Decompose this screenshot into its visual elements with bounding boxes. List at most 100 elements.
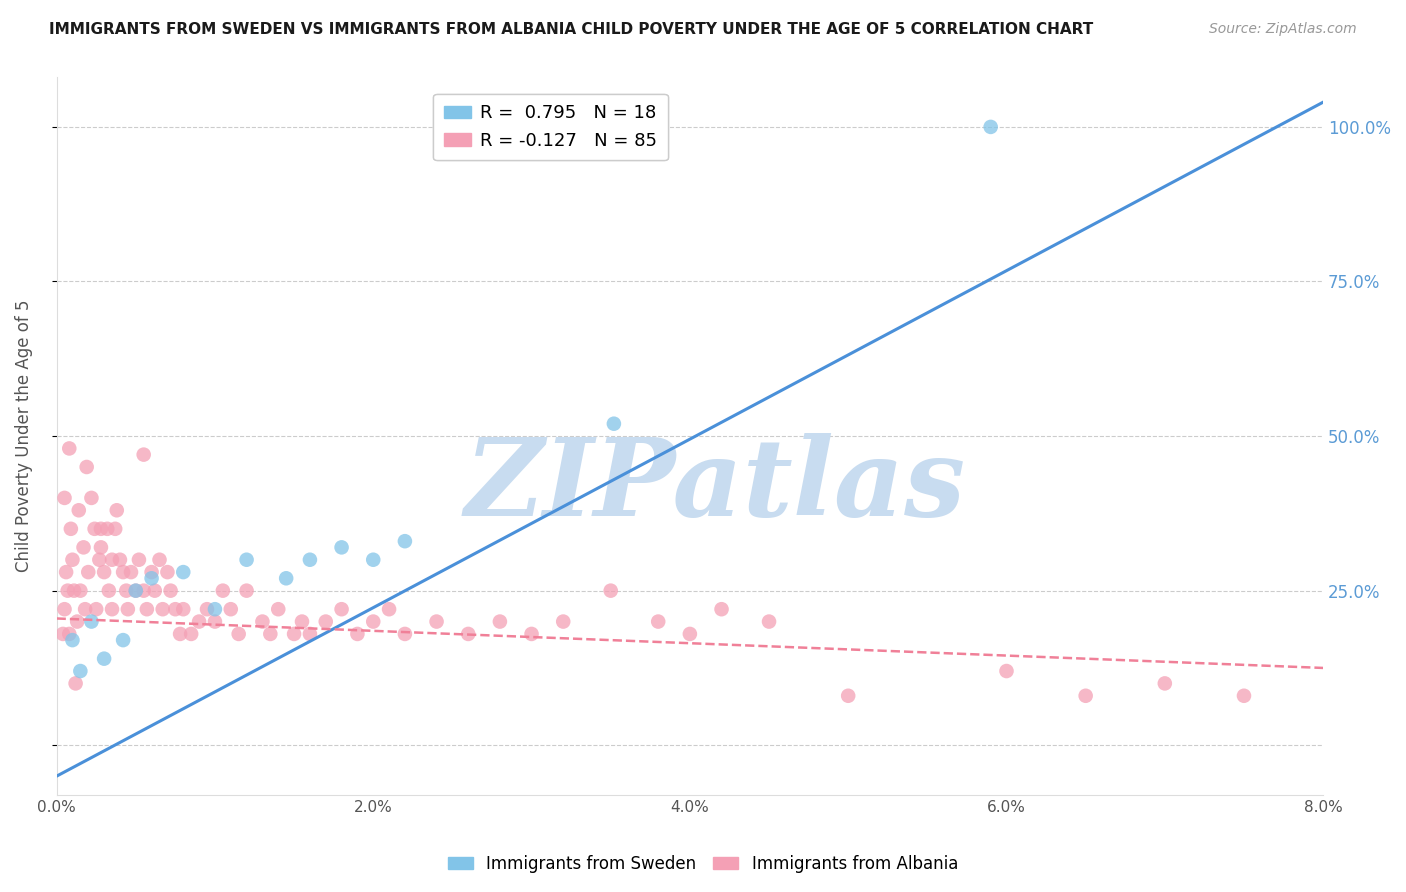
Point [59, 522, 82, 536]
Point [1233, 689, 1256, 703]
Point [105, 503, 128, 517]
Point [90, 541, 112, 555]
Point [758, 615, 780, 629]
Point [361, 615, 384, 629]
Point [125, 583, 148, 598]
Point [169, 627, 191, 641]
Point [315, 615, 337, 629]
Point [77, 565, 100, 579]
Point [291, 615, 314, 629]
Point [141, 571, 163, 585]
Point [117, 602, 139, 616]
Point [159, 583, 181, 598]
Point [330, 602, 353, 616]
Point [252, 615, 274, 629]
Point [1074, 689, 1097, 703]
Point [80, 615, 103, 629]
Text: ZIPatlas: ZIPatlas [464, 434, 966, 540]
Point [267, 602, 290, 616]
Point [75, 602, 97, 616]
Point [394, 627, 416, 641]
Point [72, 541, 94, 555]
Point [143, 583, 166, 598]
Point [101, 602, 124, 616]
Point [520, 627, 543, 641]
Point [489, 615, 512, 629]
Point [378, 602, 401, 616]
Point [128, 553, 150, 567]
Point [276, 571, 298, 585]
Point [298, 627, 321, 641]
Point [83, 522, 105, 536]
Point [69, 583, 91, 598]
Point [152, 602, 174, 616]
Point [235, 583, 257, 598]
Legend: Immigrants from Sweden, Immigrants from Albania: Immigrants from Sweden, Immigrants from … [441, 848, 965, 880]
Point [1153, 676, 1175, 690]
Point [65, 676, 87, 690]
Point [394, 534, 416, 549]
Point [204, 602, 226, 616]
Point [62, 553, 84, 567]
Point [710, 602, 733, 616]
Point [219, 602, 242, 616]
Legend: R =  0.795   N = 18, R = -0.127   N = 85: R = 0.795 N = 18, R = -0.127 N = 85 [433, 94, 668, 161]
Point [63, 583, 86, 598]
Point [101, 553, 124, 567]
Point [426, 615, 449, 629]
Point [180, 627, 202, 641]
Point [148, 553, 170, 567]
Point [259, 627, 281, 641]
Point [132, 583, 155, 598]
Point [156, 565, 179, 579]
Point [58, 442, 80, 456]
Point [603, 417, 626, 431]
Point [172, 602, 194, 616]
Point [172, 565, 194, 579]
Point [104, 522, 127, 536]
Point [52, 627, 75, 641]
Point [96, 522, 118, 536]
Point [141, 565, 163, 579]
Point [58, 627, 80, 641]
Point [132, 448, 155, 462]
Point [55, 565, 77, 579]
Point [108, 553, 131, 567]
Point [90, 522, 112, 536]
Point [204, 615, 226, 629]
Point [837, 689, 859, 703]
Point [76, 460, 98, 475]
Point [361, 553, 384, 567]
Point [93, 651, 115, 665]
Point [165, 602, 187, 616]
Point [135, 602, 157, 616]
Point [125, 583, 148, 598]
Y-axis label: Child Poverty Under the Age of 5: Child Poverty Under the Age of 5 [15, 300, 32, 573]
Point [330, 541, 353, 555]
Point [89, 553, 111, 567]
Point [66, 615, 89, 629]
Point [679, 627, 702, 641]
Point [53, 602, 76, 616]
Point [980, 120, 1002, 134]
Point [346, 627, 368, 641]
Point [84, 602, 107, 616]
Text: Source: ZipAtlas.com: Source: ZipAtlas.com [1209, 22, 1357, 37]
Point [80, 491, 103, 505]
Point [188, 615, 211, 629]
Point [115, 583, 138, 598]
Point [120, 565, 142, 579]
Point [228, 627, 250, 641]
Point [599, 583, 621, 598]
Point [298, 553, 321, 567]
Point [112, 565, 135, 579]
Point [553, 615, 575, 629]
Point [97, 583, 120, 598]
Point [56, 583, 79, 598]
Point [195, 602, 218, 616]
Point [211, 583, 233, 598]
Point [112, 633, 135, 648]
Point [53, 491, 76, 505]
Point [93, 565, 115, 579]
Point [631, 120, 654, 134]
